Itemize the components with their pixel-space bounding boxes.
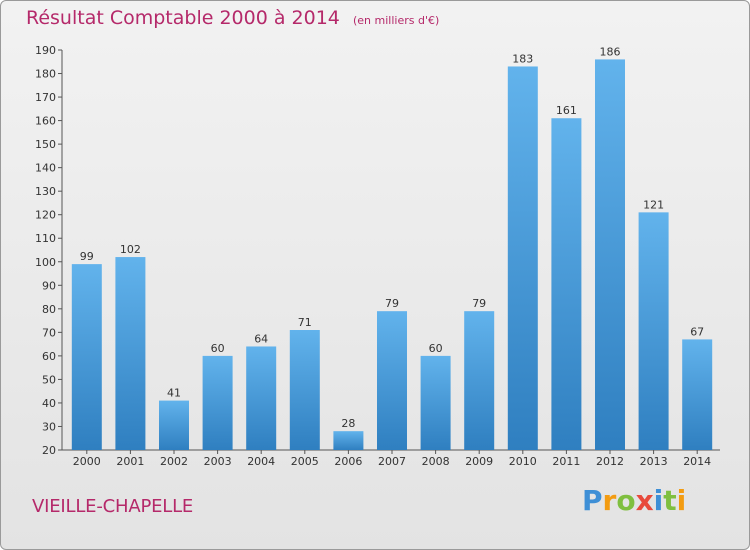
proxiti-logo: Proxiti: [582, 484, 686, 517]
x-tick-label: 2007: [378, 455, 406, 468]
x-tick-label: 2010: [509, 455, 537, 468]
bar: [202, 355, 233, 450]
chart-bars: [71, 59, 713, 451]
logo-letter: P: [582, 484, 603, 517]
bar: [246, 346, 277, 450]
bar: [377, 311, 407, 450]
x-tick-label: 2011: [552, 455, 580, 468]
x-tick-label: 2012: [596, 455, 624, 468]
x-tick-label: 2004: [247, 455, 275, 468]
data-label: 41: [167, 387, 181, 400]
y-tick-label: 40: [42, 397, 56, 410]
x-tick-label: 2006: [334, 455, 362, 468]
y-tick-label: 50: [42, 373, 56, 386]
x-tick-label: 2002: [160, 455, 188, 468]
y-tick-label: 180: [35, 68, 56, 81]
logo-letter: t: [663, 484, 677, 517]
y-tick-label: 170: [35, 91, 56, 104]
data-label: 121: [643, 198, 664, 211]
chart-subtitle: (en milliers d'€): [352, 14, 440, 27]
x-tick-label: 2001: [116, 455, 144, 468]
chart-axes: 20 30 40 50 60 70 80 90 100 110 120 130 140 150 160 170…: [35, 44, 720, 468]
x-tick-label: 2013: [640, 455, 668, 468]
bar: [115, 257, 146, 450]
x-tick-label: 2003: [204, 455, 232, 468]
bar: [551, 118, 582, 450]
logo-letter: r: [602, 484, 617, 517]
y-tick-label: 80: [42, 303, 56, 316]
y-tick-label: 130: [35, 185, 56, 198]
x-tick-label: 2000: [73, 455, 101, 468]
data-label: 186: [600, 45, 621, 58]
bar: [595, 59, 625, 450]
y-tick-label: 190: [35, 44, 56, 57]
bar: [71, 264, 102, 450]
y-tick-label: 60: [42, 350, 56, 363]
data-label: 60: [211, 342, 225, 355]
x-tick-label: 2009: [465, 455, 493, 468]
bar: [289, 330, 320, 450]
logo-letter: x: [635, 484, 654, 517]
y-tick-label: 20: [42, 444, 56, 457]
bar: [682, 339, 713, 450]
bar: [333, 431, 364, 450]
bar: [464, 311, 495, 450]
y-tick-label: 150: [35, 138, 56, 151]
y-tick-label: 100: [35, 256, 56, 269]
y-tick-label: 120: [35, 209, 56, 222]
data-label: 28: [341, 417, 355, 430]
data-label: 161: [556, 104, 577, 117]
x-tick-label: 2014: [683, 455, 711, 468]
commune-name: VIEILLE-CHAPELLE: [32, 496, 194, 517]
logo-letter: o: [616, 484, 636, 517]
data-label: 183: [512, 52, 533, 65]
bar: [420, 355, 451, 450]
y-tick-label: 90: [42, 279, 56, 292]
bar: [159, 400, 189, 450]
logo-letter: i: [653, 484, 664, 517]
data-label: 79: [385, 297, 399, 310]
logo-letter: i: [676, 484, 687, 517]
data-label: 102: [120, 243, 141, 256]
y-tick-label: 70: [42, 326, 56, 339]
chart-data-labels: 99 102 41 60 64 71 28 79 60 79 183 161 186 121 67: [80, 45, 704, 430]
bar: [638, 212, 669, 450]
y-tick-label: 160: [35, 115, 56, 128]
x-tick-label: 2005: [291, 455, 319, 468]
y-tick-label: 140: [35, 162, 56, 175]
chart-title: Résultat Comptable 2000 à 2014: [26, 7, 340, 29]
data-label: 67: [690, 325, 704, 338]
data-label: 60: [429, 342, 443, 355]
x-tick-label: 2008: [422, 455, 450, 468]
data-label: 64: [254, 332, 268, 345]
y-tick-label: 30: [42, 420, 56, 433]
data-label: 71: [298, 316, 312, 329]
chart-title-block: Résultat Comptable 2000 à 2014 (en milli…: [26, 7, 439, 29]
data-label: 79: [472, 297, 486, 310]
data-label: 99: [80, 250, 94, 263]
y-tick-label: 110: [35, 232, 56, 245]
bar: [507, 66, 538, 451]
